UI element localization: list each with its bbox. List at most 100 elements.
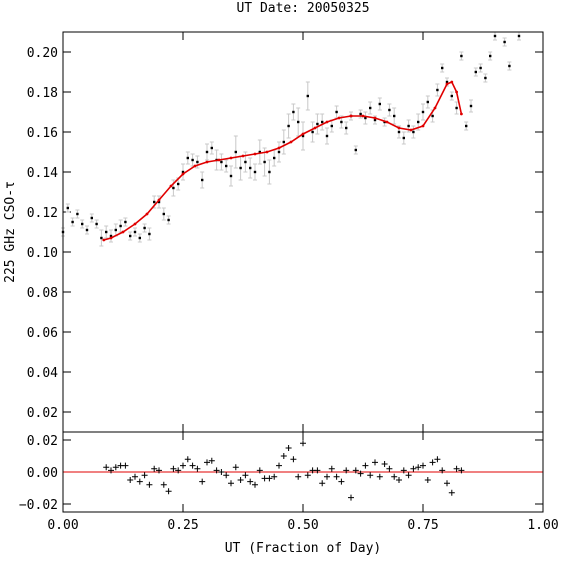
y-tick-label: 0.14 [27,166,58,181]
residual-point [458,467,465,474]
data-point [129,234,132,238]
data-point [244,160,247,164]
residual-point [218,469,225,475]
residual-point [420,462,426,469]
fit-point [253,152,257,156]
data-point [153,200,156,204]
fit-point [349,114,353,118]
x-tick-label: 1.00 [527,518,558,533]
fit-point [181,172,185,176]
data-point [325,134,329,138]
residual-point [448,489,455,496]
data-point [282,140,285,144]
residual-point [103,464,110,471]
data-point [340,120,343,124]
fit-point [397,126,401,130]
fit-point [109,236,113,240]
fit-point [361,114,365,118]
data-point [460,54,463,58]
data-point [474,70,477,74]
x-axis-label: UT (Fraction of Day) [225,541,382,556]
data-point [503,40,506,44]
residual-point [199,478,206,485]
data-point [205,150,209,154]
data-point [407,124,410,128]
data-point [148,232,151,236]
residual-point [223,472,230,479]
residual-point [242,472,249,479]
data-point [292,110,295,114]
data-point [186,156,189,160]
residual-point [314,467,321,474]
x-tick-label: 0.25 [167,518,198,533]
data-point [95,222,98,226]
data-point [445,80,449,84]
data-point [109,234,113,238]
data-point [311,130,314,134]
residual-point [208,457,215,464]
y-tick-label: 0.08 [27,286,58,301]
fit-point [205,160,209,164]
residual-point [424,477,431,483]
residual-point [304,472,311,479]
fit-point [433,106,437,110]
fit-point [409,128,413,132]
data-point [493,34,497,38]
y-tick-label: 0.12 [27,206,58,221]
fit-point [460,112,463,116]
fit-point [229,156,233,160]
residual-point [295,473,302,480]
plot-frame [62,431,544,513]
residual-point [256,467,263,474]
fit-point [455,90,458,94]
fit-point [337,116,341,120]
data-point [378,102,381,106]
residual-point [204,459,210,466]
fit-point [373,116,377,120]
data-point [479,66,482,70]
residual-point [141,472,148,479]
data-point [220,160,223,164]
y-tick-label: 0.02 [27,406,58,421]
fit-point [102,238,106,242]
data-point [301,134,305,138]
y-tick-label: 0.00 [27,466,58,481]
data-point [100,236,103,240]
data-point [277,150,281,154]
x-tick-label: 0.50 [287,518,318,533]
data-point [489,54,492,58]
data-point [364,116,367,120]
data-point [263,160,266,164]
data-point [508,64,511,68]
y-tick-label: 0.10 [27,246,58,261]
data-point [239,166,242,170]
data-point [114,228,117,232]
fit-point [289,140,293,144]
residual-point [180,462,186,469]
residual-point [434,456,441,463]
residual-point [228,480,234,487]
fit-point [241,154,245,158]
residual-point [151,465,158,472]
data-point [196,160,199,164]
fit-point [385,120,389,124]
residual-point [146,481,153,488]
data-point [393,114,396,118]
data-point [71,220,74,224]
y-tick-label: 0.16 [27,126,58,141]
data-point [229,174,233,178]
residual-point [132,473,138,480]
data-point [76,212,79,216]
residual-point [237,477,244,483]
fit-point [445,82,449,86]
data-point [258,150,261,154]
residual-point [343,467,350,474]
y-tick-label: 0.04 [27,366,58,381]
residual-point [429,459,436,466]
y-tick-label: 0.06 [27,326,58,341]
data-point [85,228,89,232]
data-point [210,146,213,150]
data-point [402,136,405,140]
data-point [253,170,257,174]
